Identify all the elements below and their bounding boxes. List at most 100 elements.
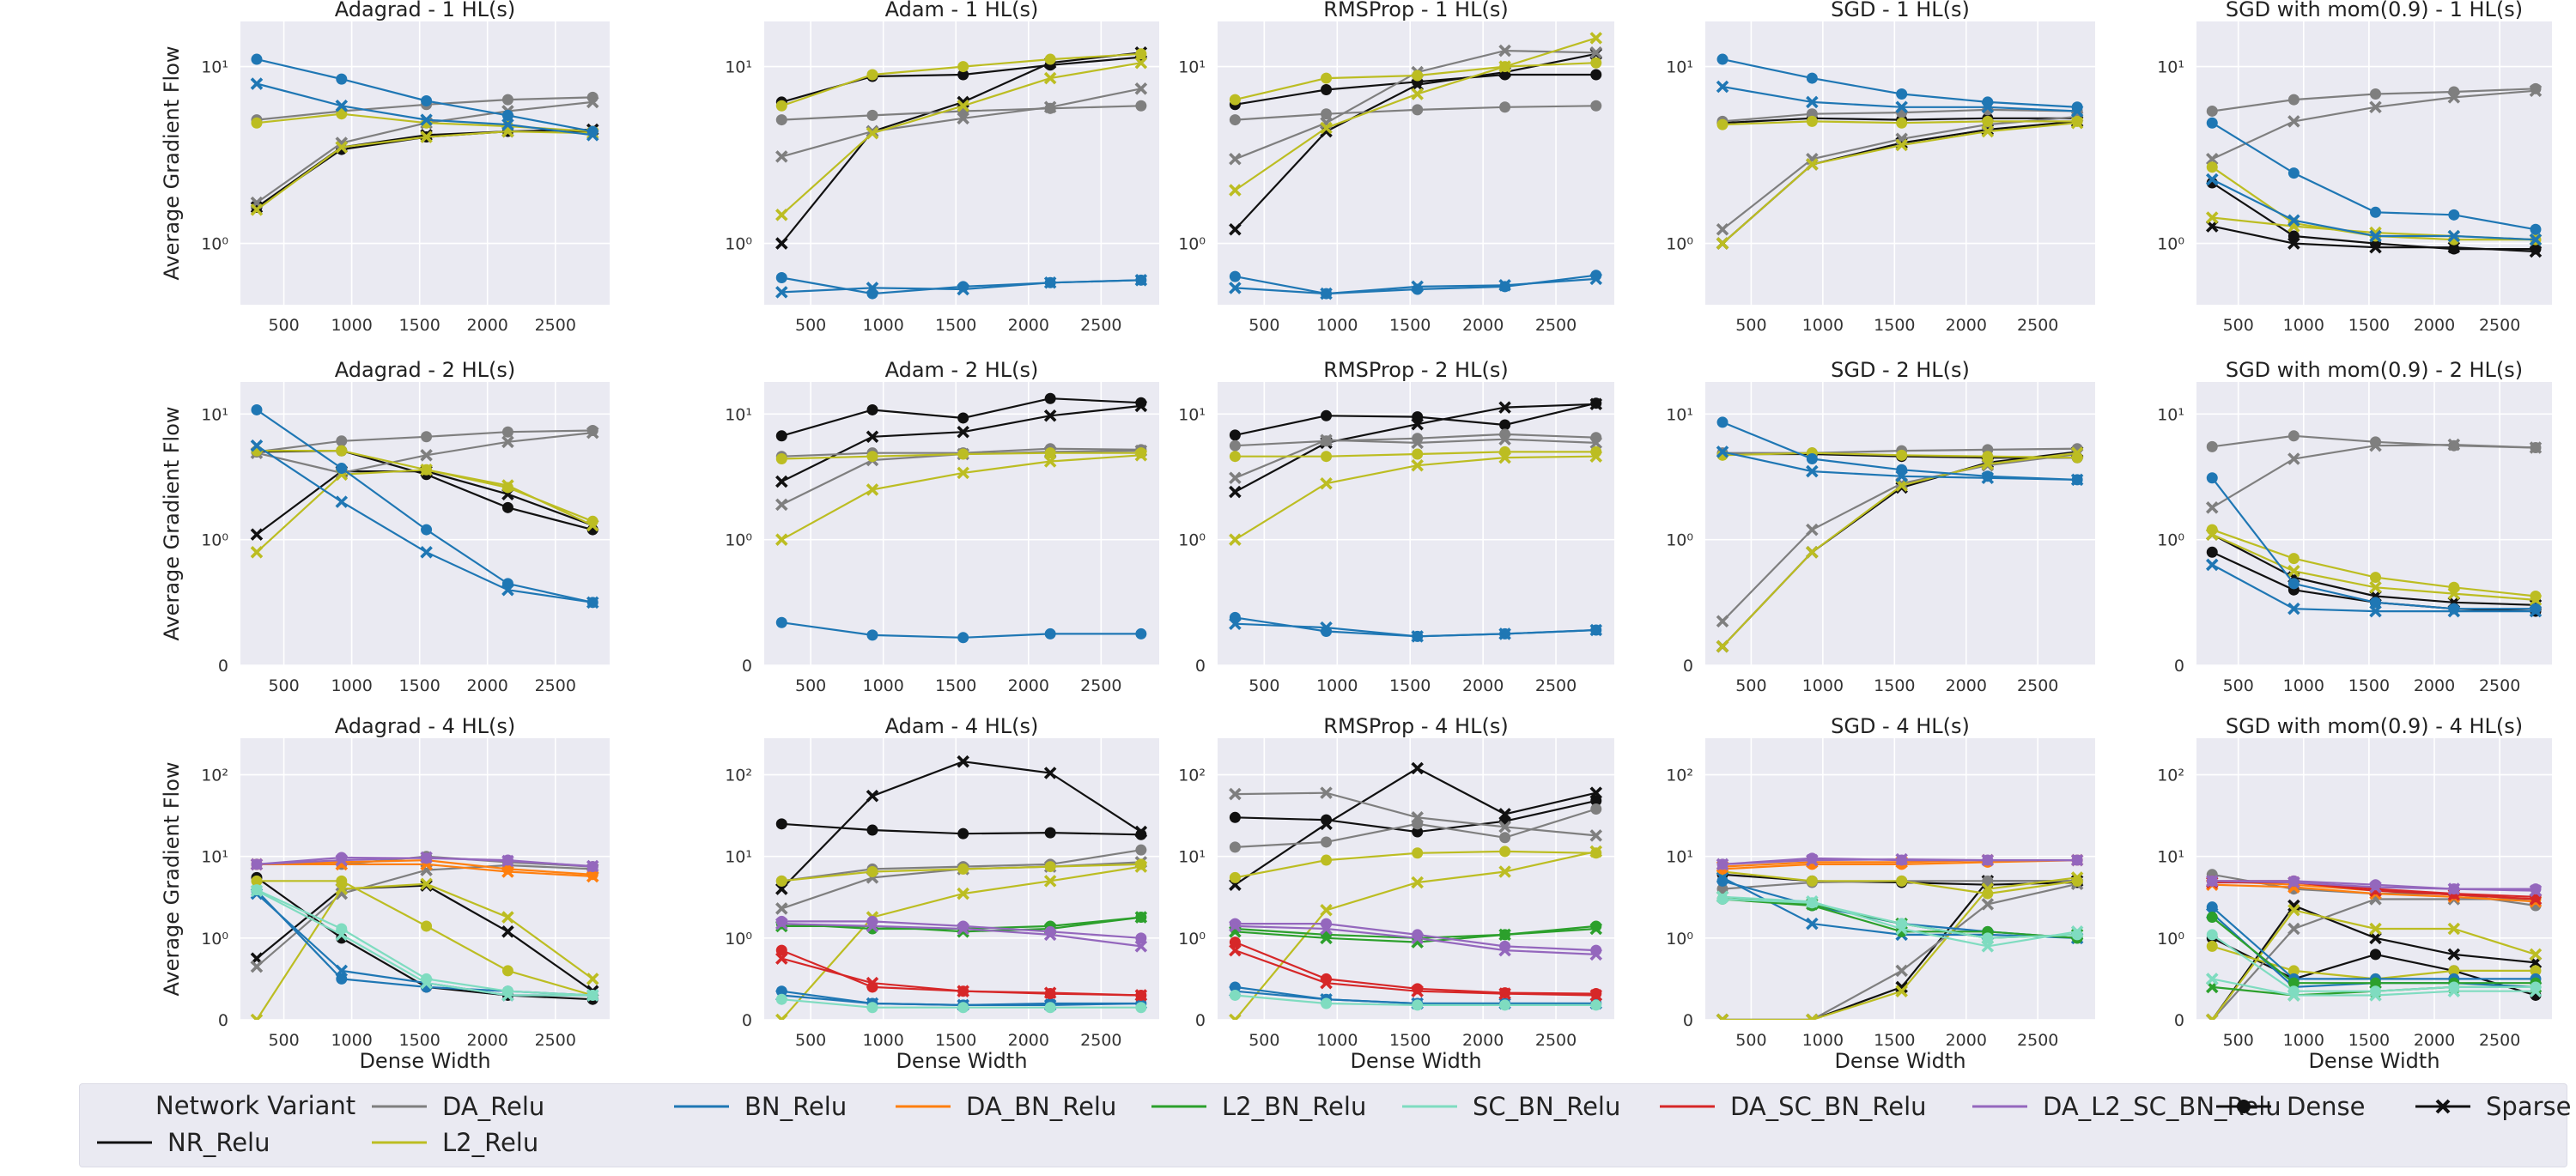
legend-item: Sparse xyxy=(2415,1089,2571,1124)
data-point-sparse xyxy=(1411,931,1424,945)
data-point-dense xyxy=(1321,451,1333,463)
legend-circle-marker-icon xyxy=(2216,1100,2271,1113)
data-point-dense xyxy=(866,69,878,81)
data-point-dense xyxy=(1321,72,1333,84)
data-point-dense xyxy=(1806,115,1818,127)
x-tick-label: 1500 xyxy=(1874,676,1915,695)
chart-title: Adagrad - 2 HL(s) xyxy=(335,358,515,382)
data-point-sparse xyxy=(2070,473,2084,487)
data-point-sparse xyxy=(2529,593,2543,607)
data-point-dense xyxy=(1229,270,1241,282)
x-tick-label: 500 xyxy=(2223,1031,2254,1050)
data-point-sparse xyxy=(250,528,264,541)
x-tick-label: 2000 xyxy=(1462,676,1504,695)
data-point-dense xyxy=(336,73,348,85)
data-point-sparse xyxy=(1716,890,1729,904)
series-group xyxy=(775,45,1148,300)
data-point-sparse xyxy=(1589,272,1603,286)
legend-line-swatch xyxy=(1151,1105,1206,1108)
data-point-sparse xyxy=(335,928,349,942)
data-point-sparse xyxy=(775,882,788,895)
data-point-sparse xyxy=(2529,245,2543,258)
data-point-sparse xyxy=(1320,931,1333,945)
x-tick-label: 1500 xyxy=(935,1031,976,1050)
data-point-sparse xyxy=(1589,948,1603,961)
data-point-sparse xyxy=(501,118,514,131)
chart-panel: 500 1000 1500 2000 2500 10⁰ 10¹ SGD with mom(0.… xyxy=(2157,0,2552,335)
data-point-sparse xyxy=(2369,881,2382,894)
x-tick-label: 2500 xyxy=(1080,1031,1121,1050)
data-point-dense xyxy=(2206,440,2218,452)
chart-title: Adam - 1 HL(s) xyxy=(885,0,1039,21)
data-point-sparse xyxy=(957,755,969,768)
x-tick-label: 2000 xyxy=(1008,316,1049,335)
plot-area xyxy=(240,382,610,665)
data-point-sparse xyxy=(1043,928,1057,942)
data-point-sparse xyxy=(1134,825,1148,839)
data-point-sparse xyxy=(1229,617,1242,630)
data-point-sparse xyxy=(1716,80,1729,94)
data-point-sparse xyxy=(1229,919,1242,933)
x-tick-label: 2000 xyxy=(467,676,508,695)
data-point-sparse xyxy=(250,1013,264,1020)
data-point-sparse xyxy=(775,533,788,546)
plot-area xyxy=(1705,21,2095,305)
plot-area xyxy=(764,738,1159,1020)
data-point-dense xyxy=(1229,989,1241,1001)
data-point-dense xyxy=(775,818,787,830)
data-point-sparse xyxy=(1981,458,1995,470)
data-point-sparse xyxy=(586,859,599,873)
y-tick-label: 10⁰ xyxy=(1178,235,1206,254)
data-point-sparse xyxy=(1498,433,1511,446)
legend-line-swatch xyxy=(1402,1105,1457,1108)
data-point-sparse xyxy=(501,865,514,878)
series-group xyxy=(2205,430,2543,618)
data-point-dense xyxy=(775,453,787,465)
data-point-sparse xyxy=(335,141,349,154)
data-point-dense xyxy=(2206,117,2218,129)
data-point-sparse xyxy=(1895,138,1908,152)
legend-label: L2_Relu xyxy=(442,1128,539,1157)
data-point-dense xyxy=(2206,929,2218,941)
data-point-dense xyxy=(501,94,513,106)
data-point-sparse xyxy=(1498,44,1511,58)
data-point-dense xyxy=(2370,949,2382,961)
x-tick-label: 1500 xyxy=(1874,316,1915,335)
legend-label: SC_BN_Relu xyxy=(1473,1092,1621,1121)
x-tick-label: 2500 xyxy=(2017,316,2058,335)
data-point-sparse xyxy=(957,112,969,125)
data-point-sparse xyxy=(2205,558,2219,572)
data-point-sparse xyxy=(866,282,879,294)
data-point-sparse xyxy=(2205,501,2219,514)
data-point-sparse xyxy=(2369,931,2382,945)
data-point-sparse xyxy=(1716,222,1729,236)
y-tick-label: 10² xyxy=(1666,767,1693,785)
data-point-dense xyxy=(251,875,263,887)
chart-title: Adam - 4 HL(s) xyxy=(885,714,1039,738)
data-point-sparse xyxy=(1043,276,1057,289)
plot-area xyxy=(1218,382,1614,665)
data-point-sparse xyxy=(1411,630,1424,643)
data-point-dense xyxy=(775,271,787,283)
plot-area xyxy=(2196,382,2552,665)
x-tick-label: 2500 xyxy=(1535,316,1577,335)
data-point-sparse xyxy=(1043,455,1057,468)
data-point-sparse xyxy=(1411,761,1424,775)
y-axis-label: Average Gradient Flow xyxy=(160,761,184,996)
y-tick-label: 10¹ xyxy=(1178,848,1206,867)
data-point-sparse xyxy=(1134,399,1148,413)
legend-x-marker-icon xyxy=(2415,1099,2470,1114)
chart-panel: 500 1000 1500 2000 2500 0 10⁰ 10¹ SGD - 2 HL(s) xyxy=(1666,358,2095,695)
data-point-sparse xyxy=(2369,581,2382,594)
series-group xyxy=(2205,869,2543,1020)
x-tick-label: 500 xyxy=(1735,316,1766,335)
data-point-sparse xyxy=(2205,211,2219,224)
data-point-sparse xyxy=(1229,184,1242,197)
x-tick-label: 2000 xyxy=(467,316,508,335)
data-point-dense xyxy=(1896,449,1908,461)
data-point-dense xyxy=(1044,861,1056,873)
data-point-dense xyxy=(1590,795,1602,807)
chart-title: SGD with mom(0.9) - 1 HL(s) xyxy=(2226,0,2523,21)
data-point-sparse xyxy=(1981,853,1995,867)
x-tick-label: 2500 xyxy=(2479,1031,2520,1050)
